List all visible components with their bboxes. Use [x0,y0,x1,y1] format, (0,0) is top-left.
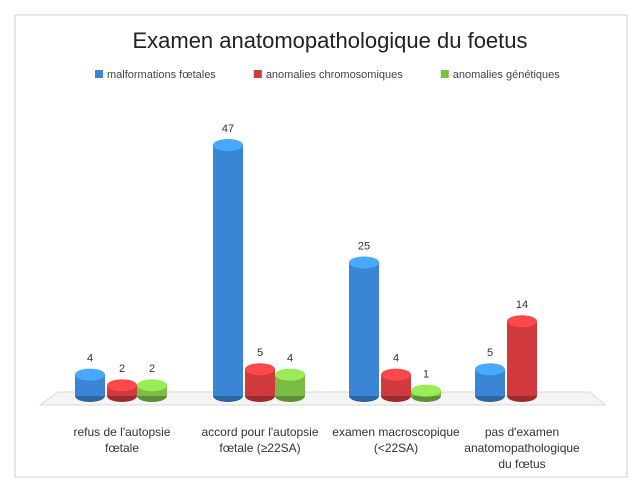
value-label: 5 [487,347,493,359]
bar [475,363,505,402]
bar [75,368,105,402]
x-tick-label: refus de l'autopsie fœtale [73,425,171,455]
legend-label: malformations fœtales [107,69,216,81]
x-tick-label: accord pour l'autopsie fœtale (≥22SA) [201,425,319,455]
bar-top [213,139,243,151]
floor [38,391,607,406]
value-label: 4 [393,353,399,365]
bar [245,363,275,402]
bar [275,368,305,402]
value-label: 25 [358,240,370,252]
bar-top [349,256,379,269]
bar-body [75,374,105,396]
bar [381,368,411,402]
value-label: 2 [149,363,155,375]
bar [137,379,167,402]
bar [411,384,441,402]
bar-top [245,363,275,376]
bar-body [213,145,243,396]
legend-swatch [440,70,449,78]
bar-body [381,374,411,396]
value-label: 5 [257,347,263,359]
bar [107,379,137,402]
bar-top [475,363,505,376]
chart-title: Examen anatomopathologique du foetus [132,28,527,53]
value-label: 1 [423,369,429,381]
legend-swatch [253,70,262,78]
bar-top [411,384,441,397]
bar-body [275,374,305,396]
bar-top [507,315,537,328]
bar-top [107,379,137,392]
value-label: 2 [119,363,125,375]
bar-body [507,321,537,396]
bar-top [75,368,105,381]
x-tick-label: examen macroscopique (<22SA) [332,425,460,455]
legend-label: anomalies chromosomiques [266,69,403,81]
value-label: 4 [87,353,93,365]
bar-top [275,368,305,381]
bar [349,256,379,402]
bar-top [381,368,411,381]
value-label: 14 [516,299,528,311]
x-tick-label: pas d'examen anatomopathologique du fœtu… [464,425,580,471]
bar-top [137,379,167,392]
bar [213,139,243,402]
bar-body [349,262,379,396]
legend-swatch [95,70,103,78]
bar [507,315,537,402]
value-label: 47 [222,123,234,135]
legend-label: anomalies génétiques [453,69,561,81]
chart-border [14,14,628,478]
value-label: 4 [287,353,293,365]
